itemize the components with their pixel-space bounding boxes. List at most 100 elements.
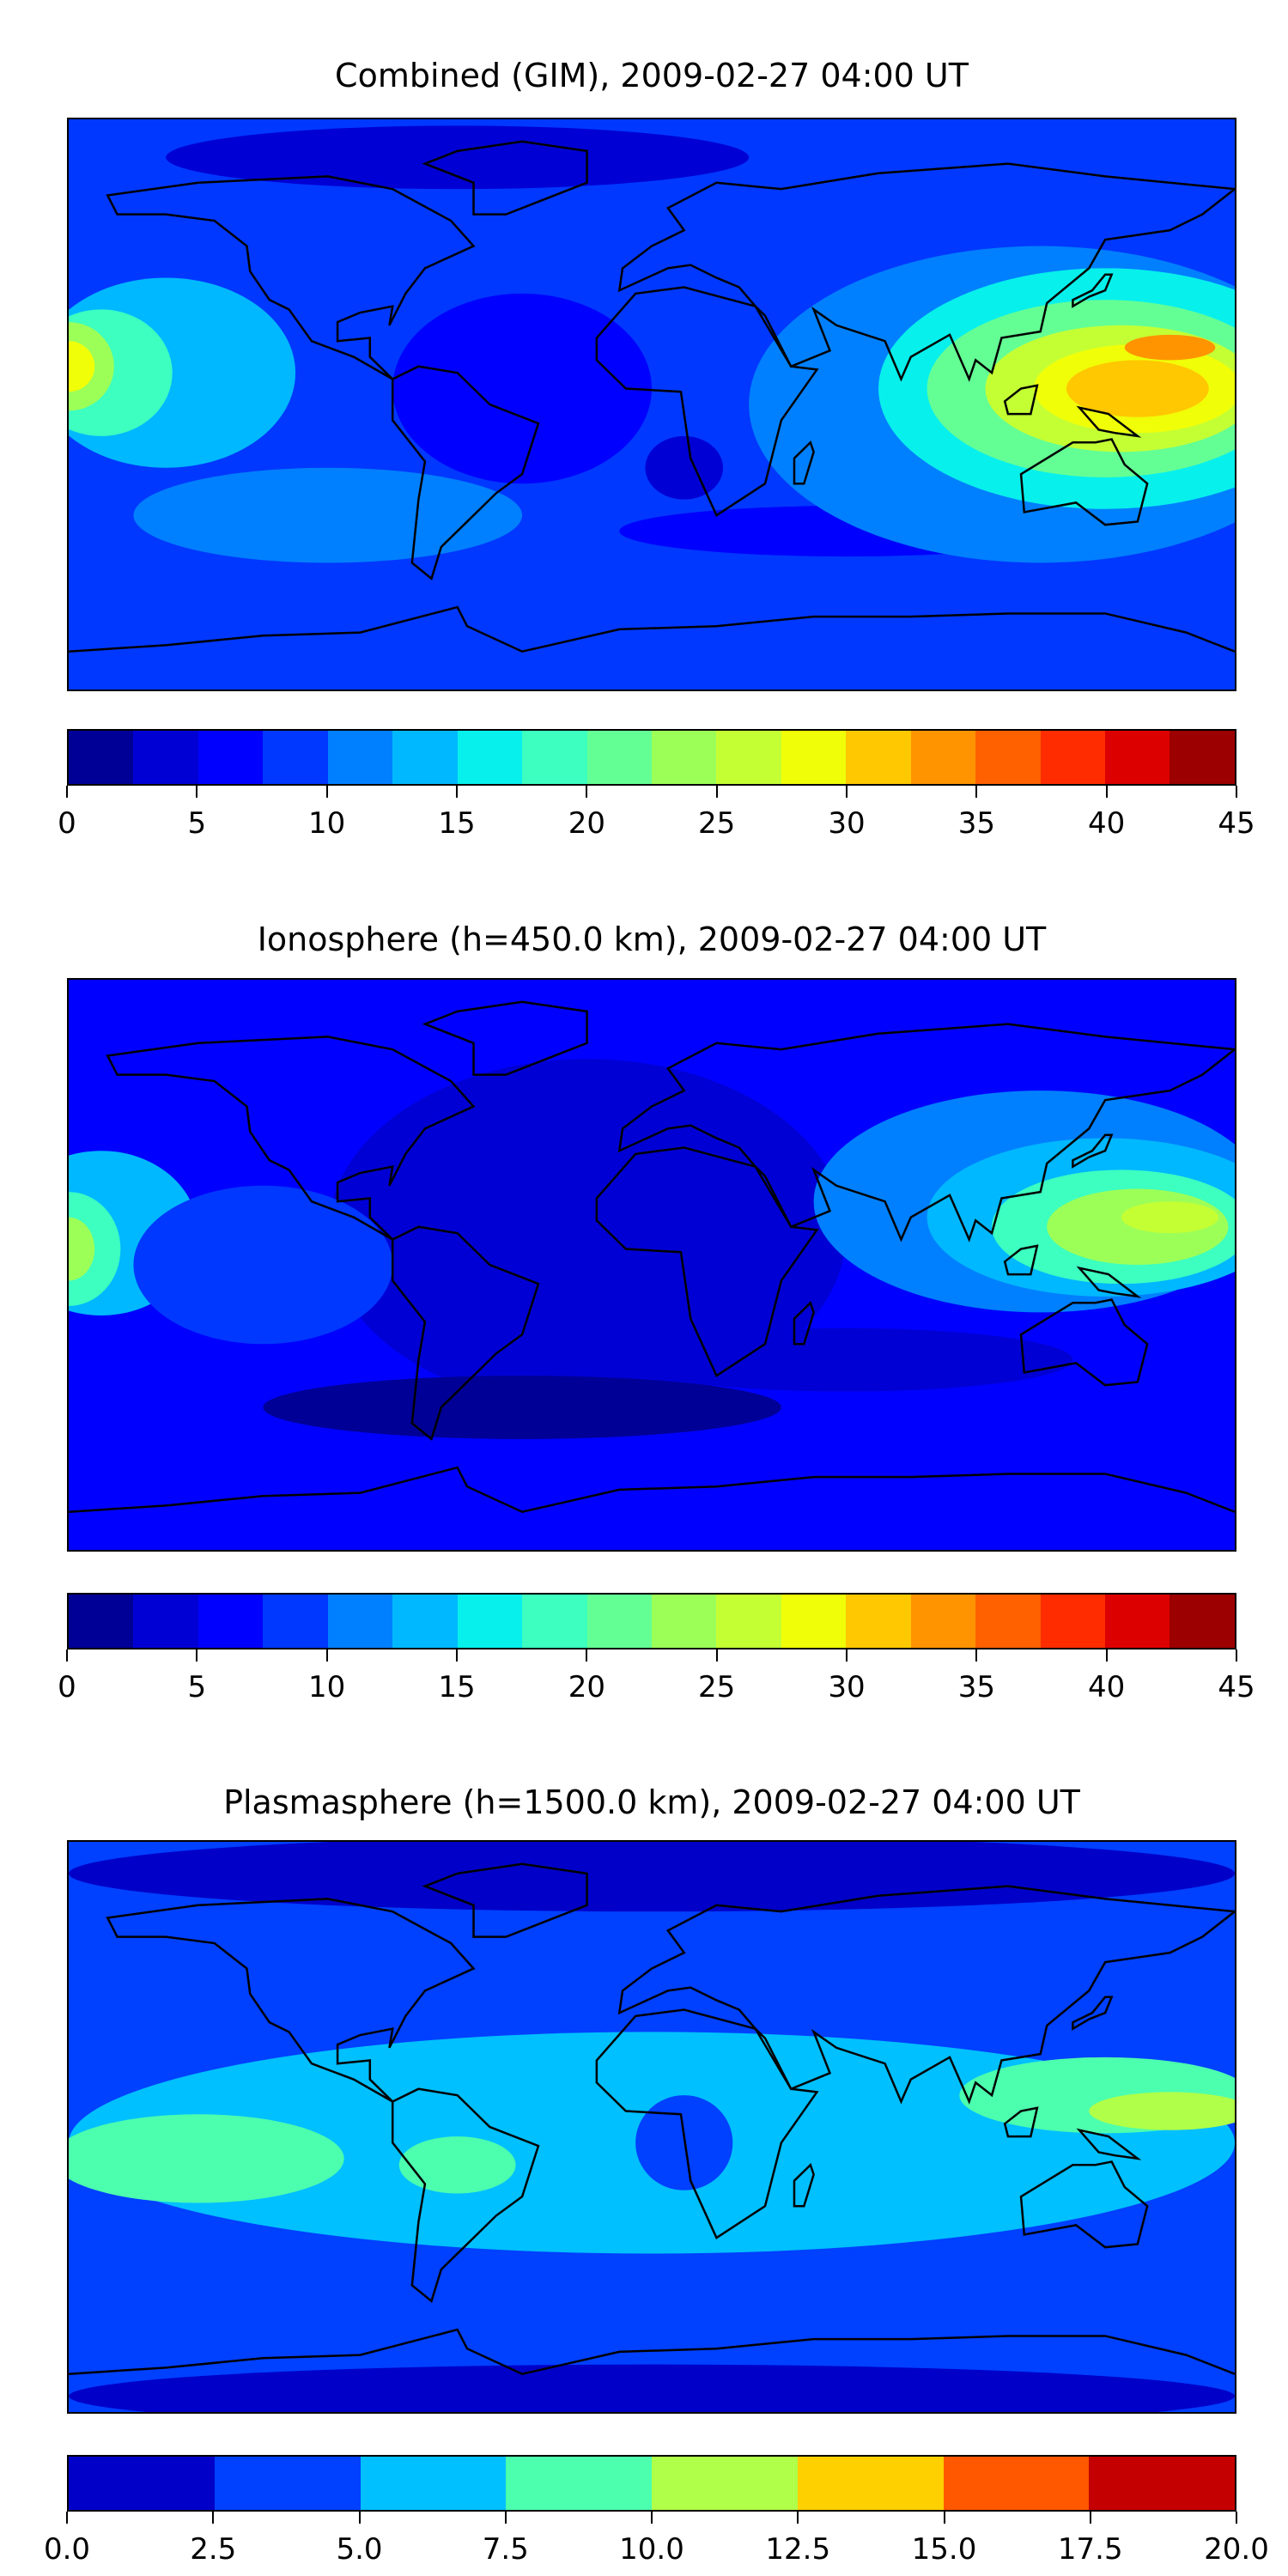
coastline-borneo — [1005, 386, 1037, 414]
colorbar-segment — [1170, 1595, 1235, 1648]
contour-region — [69, 2364, 1235, 2412]
map-combined — [67, 118, 1236, 691]
tick-label: 25 — [698, 806, 736, 841]
map-field — [69, 980, 1235, 1550]
colorbar-segment — [392, 1595, 458, 1648]
contour-region — [1121, 1201, 1219, 1234]
coastline-japan — [1072, 275, 1111, 307]
coastline-samerica — [392, 1227, 538, 1439]
contour-region — [619, 1327, 1073, 1392]
tick-mark — [66, 1649, 68, 1662]
colorbar-segment — [797, 2457, 944, 2510]
tick-label: 45 — [1218, 1670, 1255, 1704]
tick-mark — [66, 2512, 68, 2524]
coastline-madagascar — [794, 2165, 814, 2206]
colorbar-combined — [67, 729, 1236, 786]
tick-mark — [212, 2512, 215, 2524]
tick-label: 0 — [58, 806, 76, 841]
tick-label: 12.5 — [765, 2532, 831, 2567]
tick-mark — [846, 1649, 848, 1662]
contour-region — [645, 435, 723, 500]
coastline-antarctica — [69, 2330, 1235, 2374]
coastline-eurasia — [619, 1886, 1235, 2102]
colorbar-segment — [975, 731, 1041, 784]
contour-region — [1066, 360, 1209, 417]
tick-mark — [1105, 1649, 1108, 1662]
colorbar-segment — [975, 1595, 1041, 1648]
colorbar-segment — [263, 731, 328, 784]
tick-mark — [66, 786, 68, 798]
tick-mark — [1236, 2512, 1237, 2524]
colorbar-segment — [327, 731, 393, 784]
tick-label: 15.0 — [911, 2532, 977, 2567]
tick-label: 15 — [438, 806, 476, 841]
coastline-eurasia — [619, 1024, 1235, 1240]
coastline-australia — [1021, 440, 1147, 526]
chart-title-ionosphere: Ionosphere (h=450.0 km), 2009-02-27 04:0… — [257, 920, 1047, 958]
colorbar-ionosphere — [67, 1593, 1236, 1649]
coastline-namerica — [107, 176, 473, 379]
tick-label: 30 — [828, 806, 866, 841]
colorbar-segment — [69, 2457, 215, 2510]
contour-region — [1089, 2092, 1235, 2130]
colorbar-segment — [586, 1595, 652, 1648]
tick-label: 0 — [58, 1670, 76, 1704]
coastline-borneo — [1005, 2108, 1037, 2136]
tick-mark — [1236, 786, 1237, 798]
colorbar-segment — [652, 2457, 798, 2510]
tick-label: 10 — [308, 806, 346, 841]
colorbar-ticks-combined: 0 5 10 15 20 25 30 35 40 45 — [58, 786, 1255, 841]
colorbar-segment — [327, 1595, 393, 1648]
tick-label: 35 — [957, 806, 995, 841]
colorbar-segment — [910, 1595, 976, 1648]
tick-mark — [358, 2512, 361, 2524]
coastline-samerica — [392, 2089, 538, 2301]
contour-region — [392, 293, 652, 484]
tick-mark — [1089, 2512, 1091, 2524]
coastline-newguinea — [1079, 408, 1138, 436]
tick-label: 45 — [1218, 806, 1255, 841]
colorbar-segment — [457, 731, 523, 784]
colorbar-segment — [263, 1595, 328, 1648]
colorbar-segment — [133, 731, 198, 784]
tick-mark — [586, 1649, 588, 1662]
colorbar-plasmasphere — [67, 2455, 1236, 2512]
contour-region — [69, 2114, 344, 2203]
contour-region — [398, 2136, 516, 2194]
colorbar-segment — [651, 731, 717, 784]
coastline-samerica — [392, 367, 538, 579]
map-field — [69, 1842, 1235, 2412]
map-plasmasphere — [67, 1840, 1236, 2414]
tick-label: 40 — [1088, 1670, 1126, 1704]
tick-mark — [456, 786, 458, 798]
coastline-borneo — [1005, 1246, 1037, 1274]
colorbar-segment — [506, 2457, 652, 2510]
tick-label: 15 — [438, 1670, 476, 1704]
colorbar-segment — [1105, 1595, 1170, 1648]
contour-region — [69, 1842, 1235, 1912]
colorbar-segment — [943, 2457, 1090, 2510]
tick-label: 20 — [568, 806, 605, 841]
coastline-greenland — [425, 1864, 587, 1937]
tick-label: 30 — [828, 1670, 866, 1704]
tick-mark — [325, 786, 328, 798]
tick-mark — [943, 2512, 945, 2524]
colorbar-segment — [214, 2457, 361, 2510]
colorbar-segment — [910, 731, 976, 784]
contour-region — [133, 1185, 393, 1345]
coastline-africa — [597, 2010, 817, 2239]
coastline-greenland — [425, 142, 587, 215]
colorbar-segment — [360, 2457, 507, 2510]
colorbar-segment — [716, 731, 781, 784]
colorbar-segment — [522, 731, 587, 784]
colorbar-segment — [1105, 731, 1170, 784]
colorbar-segment — [133, 1595, 198, 1648]
tick-label: 2.5 — [190, 2532, 237, 2567]
contour-region — [263, 1376, 781, 1439]
tick-mark — [1236, 1649, 1237, 1662]
colorbar-segment — [197, 1595, 264, 1648]
colorbar-ticks-plasmasphere: 0.0 2.5 5.0 7.5 10.0 12.5 15.0 17.5 20.0 — [44, 2512, 1269, 2567]
tick-label: 7.5 — [482, 2532, 529, 2567]
tick-mark — [325, 1649, 328, 1662]
colorbar-ticks-ionosphere: 0 5 10 15 20 25 30 35 40 45 — [58, 1649, 1255, 1704]
